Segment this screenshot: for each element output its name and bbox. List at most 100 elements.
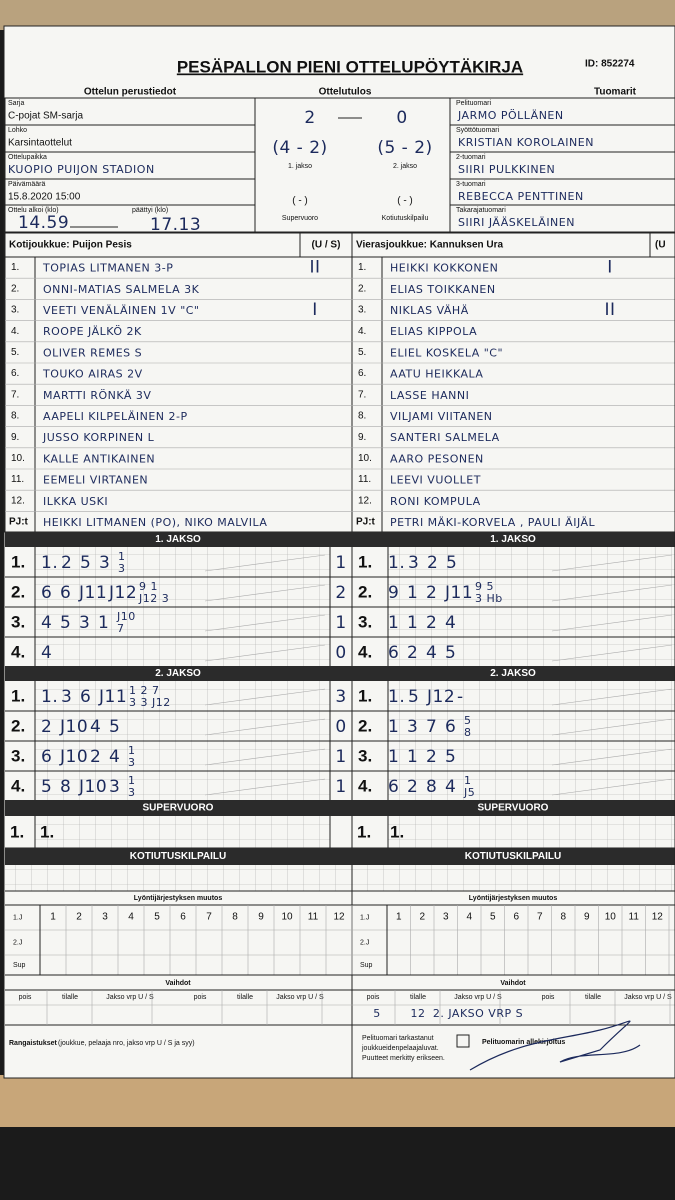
mark: 4 bbox=[445, 777, 456, 797]
referee-name: SIIRI PULKKINEN bbox=[458, 163, 555, 176]
us-label: (U / S) bbox=[312, 240, 341, 251]
grid bbox=[5, 865, 352, 891]
mark: 4 bbox=[426, 643, 437, 663]
mark: J12 bbox=[108, 583, 137, 603]
extra-label: Supervuoro bbox=[282, 215, 318, 222]
row-no: 1. bbox=[357, 822, 371, 841]
info-label: Päivämäärä bbox=[8, 181, 45, 188]
referee-label: Takarajatuomari bbox=[456, 207, 506, 214]
player-no: 5. bbox=[11, 347, 19, 358]
mark: J10 bbox=[78, 777, 107, 797]
mark: 5 bbox=[408, 687, 419, 707]
referee-name: SIIRI JÄÄSKELÄINEN bbox=[458, 216, 575, 229]
lineup-row: 2.J bbox=[360, 939, 369, 946]
player-name: AAPELI KILPELÄINEN 2-P bbox=[43, 410, 188, 423]
subsection-title: Vaihdot bbox=[165, 980, 191, 987]
mark: 7 bbox=[426, 717, 437, 737]
mark: 1. bbox=[388, 687, 405, 707]
mark: 4 bbox=[41, 613, 52, 633]
row-no: 1. bbox=[11, 552, 25, 571]
row-no: 2. bbox=[11, 582, 25, 601]
mark: 6 bbox=[388, 643, 399, 663]
lineup-col: 8 bbox=[560, 912, 566, 923]
mark: 8 bbox=[426, 777, 437, 797]
player-name: JUSSO KORPINEN L bbox=[42, 431, 155, 444]
player-no: 7. bbox=[358, 389, 366, 400]
mark-top: 1 bbox=[118, 550, 126, 563]
player-name: LASSE HANNI bbox=[390, 389, 469, 402]
mark: 5 bbox=[60, 613, 71, 633]
player-no: 10. bbox=[11, 453, 25, 464]
referee-name: REBECCA PENTTINEN bbox=[458, 190, 584, 203]
lineup-col: 11 bbox=[308, 912, 319, 923]
extra-label: Kotiutuskilpailu bbox=[382, 215, 429, 222]
us-mark: I bbox=[607, 258, 613, 278]
lineup-col: 9 bbox=[258, 912, 264, 923]
pj-label: PJ:t bbox=[9, 517, 29, 528]
diagonal bbox=[551, 554, 673, 572]
mark: 2 bbox=[427, 553, 438, 573]
signature-label: Pelituomarin allekirjoitus bbox=[482, 1039, 565, 1046]
subs-col: pois bbox=[194, 994, 207, 1001]
box bbox=[4, 97, 675, 233]
mark: 6 bbox=[388, 777, 399, 797]
subs-col: pois bbox=[542, 994, 555, 1001]
row-no: 1. bbox=[390, 822, 404, 841]
mark: J11 bbox=[98, 687, 127, 707]
score: 2 bbox=[304, 108, 315, 128]
referee-name: JARMO PÖLLÄNEN bbox=[457, 109, 564, 122]
mark-top: J10 bbox=[116, 610, 136, 623]
mark: 8 bbox=[60, 777, 71, 797]
player-no: 8. bbox=[11, 411, 19, 422]
info-label: Sarja bbox=[8, 100, 24, 107]
lineup-col: 10 bbox=[281, 912, 293, 923]
lineup-col: 6 bbox=[513, 912, 519, 923]
mark: 2 bbox=[426, 613, 437, 633]
mark-top: 1 2 7 bbox=[129, 684, 160, 697]
player-no: 10. bbox=[358, 453, 372, 464]
mark: 1 bbox=[388, 717, 399, 737]
mark: 2 bbox=[41, 717, 52, 737]
row-no: 4. bbox=[11, 642, 25, 661]
info-label: Ottelu alkoi (klo) bbox=[8, 207, 59, 214]
content: PESÄPALLON PIENI OTTELUPÖYTÄKIRJA ID: 852… bbox=[3, 25, 675, 1079]
player-no: 1. bbox=[358, 262, 366, 273]
player-no: 6. bbox=[358, 368, 366, 379]
mark-top: 1 bbox=[128, 774, 136, 787]
lineup-col: 6 bbox=[180, 912, 186, 923]
subs-col: tilalle bbox=[410, 994, 426, 1001]
player-name: EEMELI VIRTANEN bbox=[43, 474, 148, 487]
pj-names: PETRI MÄKI-KORVELA , PAULI ÄIJÄL bbox=[390, 516, 596, 529]
player-name: RONI KOMPULA bbox=[390, 495, 481, 508]
diagonal bbox=[551, 748, 673, 766]
lineup-col: 8 bbox=[232, 912, 238, 923]
subs-col: tilalle bbox=[237, 994, 253, 1001]
info-label: päättyi (klo) bbox=[132, 207, 168, 214]
period-score: (5 - 2) bbox=[377, 138, 432, 158]
mark: 5 bbox=[41, 777, 52, 797]
player-name: HEIKKI KOKKONEN bbox=[390, 262, 498, 275]
runs: 0 bbox=[335, 717, 346, 737]
band-title: 1. JAKSO bbox=[155, 534, 201, 545]
band-title: 2. JAKSO bbox=[155, 668, 201, 679]
diagonal bbox=[204, 748, 326, 766]
grid bbox=[35, 816, 330, 848]
mark: 5 bbox=[446, 553, 457, 573]
row-no: 4. bbox=[358, 642, 372, 661]
diagonal bbox=[551, 718, 673, 736]
us-label: (U bbox=[655, 240, 666, 251]
mark-bottom: 3 bbox=[128, 786, 136, 799]
player-name: VILJAMI VIITANEN bbox=[390, 410, 493, 423]
subsection-title: Lyöntijärjestyksen muutos bbox=[134, 895, 223, 902]
runs: 0 bbox=[335, 643, 346, 663]
time: 17.13 bbox=[150, 215, 201, 235]
diagonal bbox=[551, 778, 673, 796]
mark: 2 bbox=[407, 777, 418, 797]
subsection-title: Vaihdot bbox=[500, 980, 526, 987]
player-name: OLIVER REMES S bbox=[43, 346, 142, 359]
mark: 3 bbox=[407, 717, 418, 737]
mark: J11 bbox=[78, 583, 107, 603]
subs-col: Jakso vrp U / S bbox=[624, 994, 672, 1001]
player-no: 3. bbox=[358, 305, 366, 316]
player-no: 12. bbox=[358, 495, 372, 506]
